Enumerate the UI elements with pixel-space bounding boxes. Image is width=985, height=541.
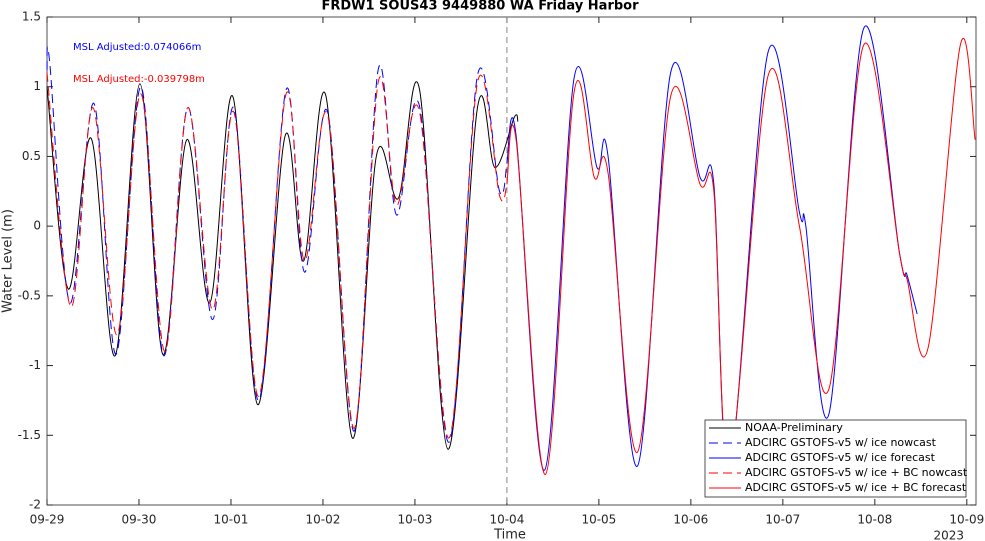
annotation: MSL Adjusted:0.074066m [73,42,201,53]
chart-title: FRDW1 SOUS43 9449880 WA Friday Harbor [321,0,639,14]
x-tick-label: 10-08 [857,513,892,527]
x-axis-label: Time [493,528,526,541]
x-tick-label: 10-02 [306,513,341,527]
legend-box [704,419,967,498]
x-tick-label: 10-05 [581,513,616,527]
x-tick-label: 09-29 [30,513,65,527]
y-tick-label: -2 [29,498,41,512]
annotation: MSL Adjusted:-0.039798m [73,74,205,85]
x-tick-label: 10-04 [489,513,524,527]
y-tick-label: 1.5 [22,10,41,24]
x-tick-label: 10-03 [397,513,432,527]
legend-label: ADCIRC GSTOFS-v5 w/ ice nowcast [745,436,937,449]
y-tick-label: 0.5 [22,149,41,163]
x-tick-label: 10-06 [673,513,708,527]
y-tick-label: 1 [33,79,41,93]
legend-label: ADCIRC GSTOFS-v5 w/ ice forecast [745,451,936,464]
y-tick-label: 0 [33,219,41,233]
legend-label: ADCIRC GSTOFS-v5 w/ ice + BC forecast [745,481,967,494]
x-tick-label: 09-30 [122,513,157,527]
legend-label: ADCIRC GSTOFS-v5 w/ ice + BC nowcast [745,466,968,479]
series-line [46,81,519,450]
series-line [506,38,976,475]
x-tick-label: 10-07 [765,513,800,527]
y-tick-label: -1 [29,358,41,372]
y-axis-label: Water Level (m) [1,209,16,313]
x-tick-label: 10-09 [949,513,984,527]
y-tick-label: -0.5 [18,288,41,302]
legend-label: NOAA-Preliminary [745,421,843,434]
x-tick-label: 10-01 [214,513,249,527]
x-year-label: 2023 [934,529,965,541]
y-tick-label: -1.5 [18,428,41,442]
series-line [46,72,508,439]
